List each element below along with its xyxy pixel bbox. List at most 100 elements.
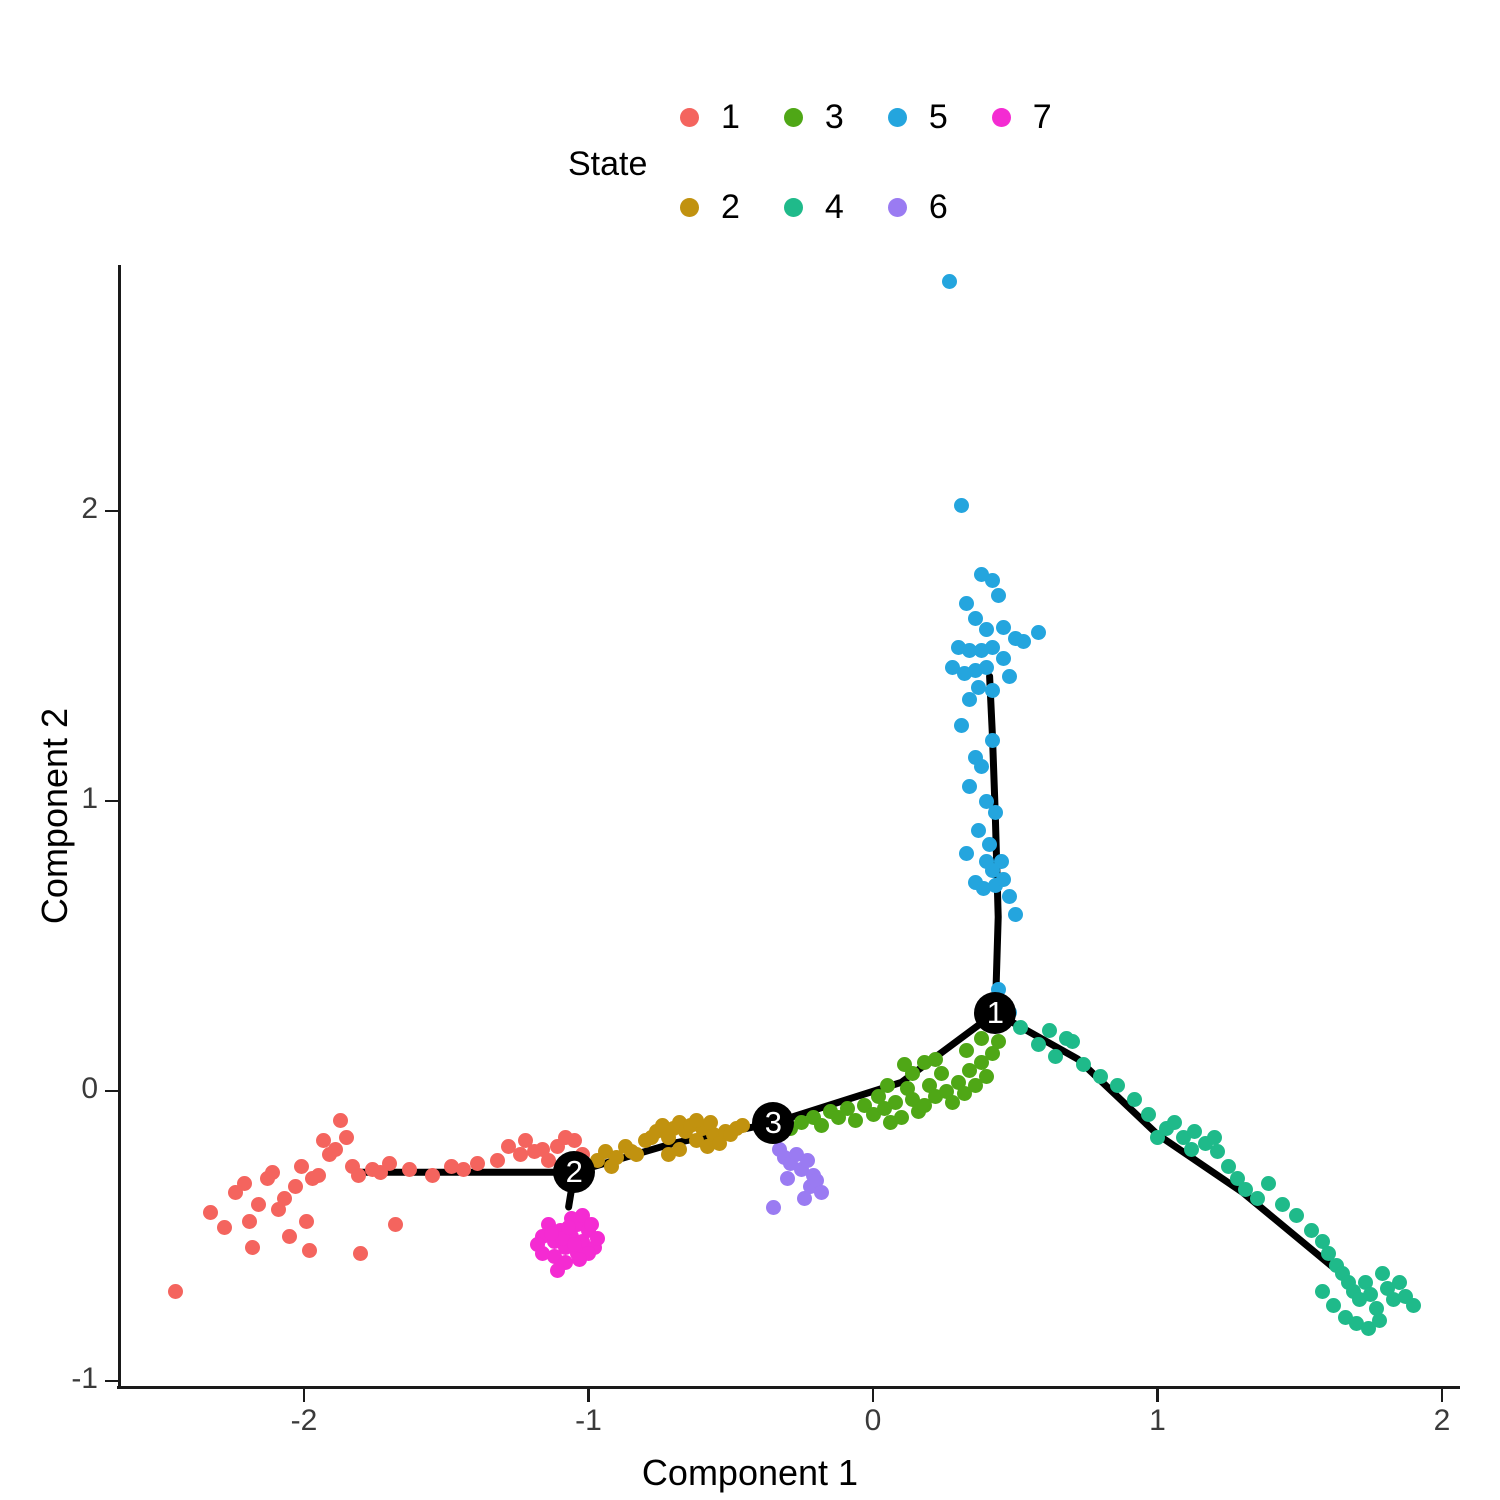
scatter-point-state-1 [293,1158,309,1174]
scatter-point-state-3 [922,1077,938,1093]
y-tick-mark [105,1089,118,1093]
scatter-point-state-4 [1206,1129,1222,1145]
scatter-point-state-4 [1275,1196,1291,1212]
scatter-point-state-6 [808,1173,824,1189]
scatter-point-state-4 [1337,1309,1353,1325]
scatter-point-state-3 [871,1089,887,1105]
scatter-point-state-1 [327,1141,343,1157]
scatter-point-state-5 [970,680,986,696]
legend-key-5[interactable]: 5 [887,98,948,137]
scatter-point-state-6 [797,1190,813,1206]
scatter-point-state-4 [1058,1031,1074,1047]
scatter-point-state-5 [982,837,998,852]
scatter-point-state-2 [654,1118,670,1134]
scatter-point-state-3 [899,1080,915,1096]
legend-key-2[interactable]: 2 [680,188,740,227]
y-tick-label: -1 [71,1362,98,1395]
legend-key-6[interactable]: 6 [887,188,948,227]
scatter-point-state-4 [1326,1298,1342,1314]
scatter-point-state-1 [455,1161,471,1177]
scatter-point-state-5 [984,683,1000,699]
legend-key-1[interactable]: 1 [680,98,740,137]
legend-label-1: 1 [721,98,740,136]
scatter-point-state-5 [959,845,975,861]
scatter-point-state-3 [928,1089,944,1105]
scatter-point-state-5 [993,854,1009,870]
x-tick-mark [587,1389,590,1402]
x-tick-label: 2 [1433,1404,1451,1437]
legend-swatch-5 [887,108,907,127]
trajectory-node-1[interactable]: 1 [974,991,1017,1034]
scatter-point-state-5 [962,692,978,707]
scatter-point-state-5 [973,567,989,583]
scatter-point-state-1 [387,1216,403,1232]
legend-key-4[interactable]: 4 [783,188,844,227]
scatter-point-state-4 [1369,1301,1385,1316]
scatter-point-state-2 [703,1115,719,1131]
scatter-point-state-3 [794,1115,810,1131]
scatter-point-state-1 [339,1129,355,1145]
scatter-point-state-1 [535,1141,551,1157]
scatter-point-state-5 [953,497,969,513]
scatter-point-state-3 [956,1086,972,1102]
scatter-point-state-5 [990,587,1006,603]
scatter-point-state-4 [1320,1245,1336,1261]
x-tick-label: 1 [1149,1404,1166,1437]
scatter-point-state-3 [905,1092,921,1108]
scatter-point-state-1 [242,1214,258,1229]
legend-key-7[interactable]: 7 [991,98,1052,137]
scatter-point-state-4 [1030,1037,1046,1053]
scatter-point-state-2 [700,1138,716,1154]
scatter-point-state-4 [1315,1283,1330,1299]
scatter-point-state-7 [544,1225,559,1241]
scatter-point-state-4 [1127,1092,1143,1108]
scatter-point-state-4 [1238,1182,1254,1198]
scatter-point-state-5 [953,718,969,734]
scatter-point-state-5 [976,880,992,896]
scatter-point-state-5 [979,660,995,676]
y-tick-label: 0 [81,1072,98,1105]
scatter-point-state-1 [276,1190,292,1206]
scatter-point-state-7 [546,1248,562,1264]
trajectory-node-3[interactable]: 3 [752,1101,795,1144]
scatter-point-state-3 [962,1063,978,1079]
x-tick-mark [302,1389,306,1402]
scatter-point-state-1 [216,1219,232,1235]
scatter-point-state-7 [583,1216,599,1232]
scatter-point-state-4 [1303,1222,1319,1238]
scatter-point-state-1 [353,1245,369,1261]
scatter-point-state-1 [489,1153,505,1169]
scatter-point-state-6 [780,1170,796,1186]
legend-key-3[interactable]: 3 [783,98,844,137]
scatter-point-state-5 [984,573,1000,589]
scatter-point-state-3 [939,1083,955,1099]
scatter-point-state-4 [1363,1286,1379,1302]
legend-swatch-3 [783,108,803,127]
scatter-point-state-5 [959,596,975,612]
scatter-point-state-7 [555,1231,571,1247]
scatter-point-state-4 [1013,1019,1029,1035]
scatter-point-state-1 [302,1243,318,1258]
scatter-point-state-3 [893,1109,909,1125]
scatter-point-state-4 [1391,1274,1407,1290]
scatter-point-state-1 [245,1240,261,1256]
scatter-point-state-1 [316,1132,332,1148]
scatter-point-state-5 [979,793,995,809]
scatter-point-state-4 [1351,1292,1367,1308]
scatter-point-state-4 [1406,1298,1422,1314]
scatter-point-state-2 [689,1132,705,1148]
scatter-point-state-4 [1167,1115,1183,1131]
x-tick-mark [1156,1389,1159,1402]
scatter-point-state-1 [168,1283,184,1299]
trajectory-node-2[interactable]: 2 [553,1151,596,1194]
scatter-point-state-6 [788,1147,804,1163]
scatter-point-state-4 [1186,1124,1202,1140]
y-axis-line [118,265,121,1389]
legend-swatch-6 [887,198,907,217]
scatter-point-state-5 [979,622,995,638]
scatter-point-state-1 [287,1179,303,1195]
scatter-point-state-4 [1371,1312,1387,1328]
scatter-point-state-6 [800,1153,816,1169]
scatter-point-state-2 [660,1147,676,1163]
scatter-point-state-3 [950,1074,966,1090]
